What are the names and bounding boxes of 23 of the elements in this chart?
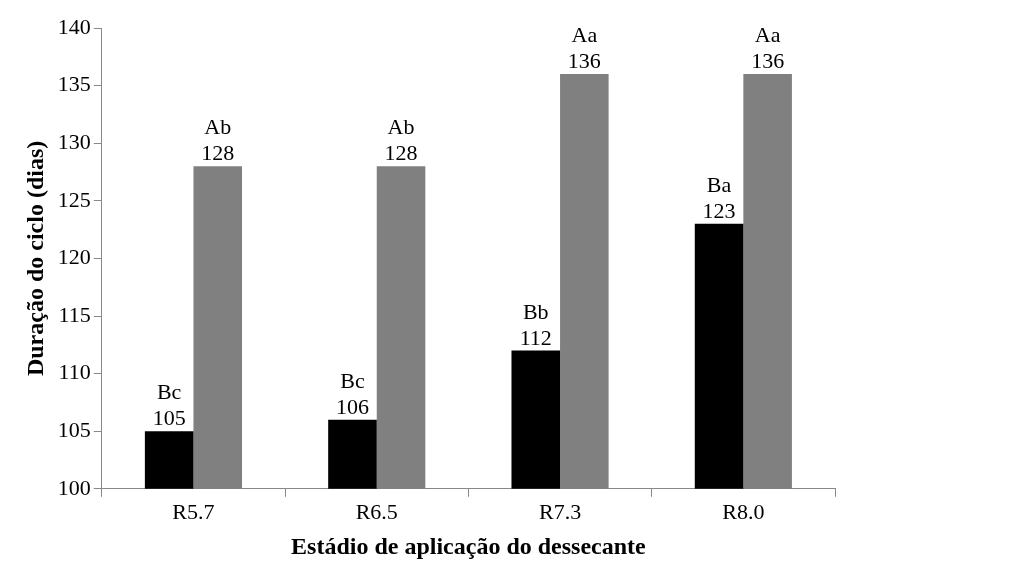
y-tick-label: 105 [57,416,91,442]
x-tick-label: R8.0 [722,498,765,524]
data-label: Bc 106 [335,367,369,419]
y-tick-label: 135 [57,71,91,97]
y-tick-label: 130 [57,128,91,154]
y-tick-label: 100 [57,474,91,500]
data-label: Aa 136 [751,22,785,74]
data-label: Aa 136 [567,22,601,74]
data-label: Ab 128 [201,114,235,166]
x-tick-label: R5.7 [172,498,215,524]
data-label: Bc 105 [152,379,186,431]
data-label: Ba 123 [702,171,736,223]
data-label: Ab 128 [384,114,418,166]
y-tick-label: 110 [58,359,91,385]
y-tick-label: 115 [58,301,91,327]
y-tick-label: 140 [57,13,91,39]
data-label: Bb 112 [519,298,552,350]
x-axis-title: Estádio de aplicação do dessecante [291,532,647,559]
y-axis-title: Duração do ciclo (dias) [21,140,48,377]
x-tick-label: R6.5 [355,498,398,524]
y-tick-label: 125 [57,186,91,212]
x-tick-label: R7.3 [538,498,582,524]
y-tick-label: 120 [57,244,91,270]
